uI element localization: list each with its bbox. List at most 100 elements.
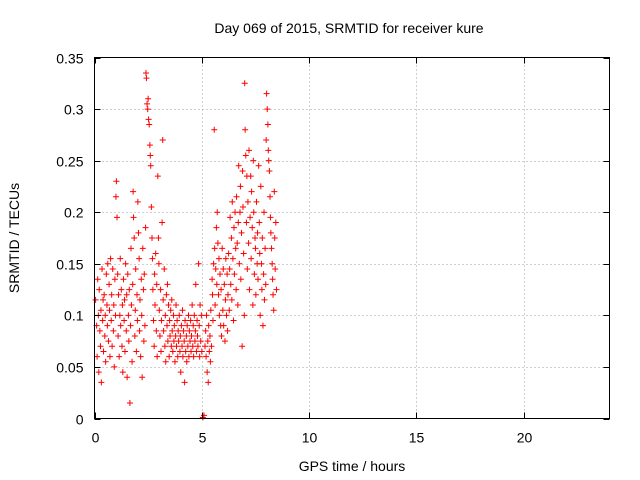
data-point	[209, 276, 216, 283]
data-point	[94, 276, 101, 283]
data-point	[190, 353, 197, 360]
chart-title: Day 069 of 2015, SRMTID for receiver kur…	[214, 20, 483, 36]
data-point	[220, 265, 227, 272]
data-point	[198, 348, 205, 355]
data-point	[149, 235, 156, 241]
data-point	[120, 276, 127, 283]
data-point	[119, 302, 126, 309]
data-point	[141, 271, 148, 278]
data-point	[206, 332, 213, 339]
data-point	[104, 322, 111, 329]
data-point	[258, 286, 265, 293]
data-point	[187, 317, 194, 324]
data-point	[160, 296, 167, 303]
grid	[94, 57, 610, 419]
data-point	[164, 322, 171, 329]
data-point	[272, 219, 279, 226]
plot-frame	[94, 57, 610, 419]
data-point	[181, 379, 188, 386]
data-point	[267, 229, 274, 236]
data-point	[123, 327, 130, 334]
data-point	[179, 307, 186, 314]
data-point	[105, 338, 112, 345]
data-point	[94, 353, 101, 360]
data-point	[269, 260, 276, 267]
data-point	[161, 265, 168, 272]
data-point	[135, 229, 142, 236]
data-point	[231, 271, 238, 278]
data-point	[234, 302, 241, 309]
data-point	[147, 152, 154, 159]
data-point	[248, 188, 255, 195]
data-point	[157, 286, 164, 293]
data-point	[195, 260, 202, 267]
y-tick-label: 0.1	[64, 308, 84, 324]
data-point	[218, 332, 225, 339]
data-point	[241, 80, 248, 87]
data-point	[261, 296, 268, 303]
data-point	[126, 400, 133, 407]
data-point	[167, 332, 174, 339]
data-point	[136, 327, 143, 334]
data-point	[124, 271, 131, 278]
data-point	[247, 214, 254, 221]
data-point	[101, 291, 108, 298]
x-axis-label: GPS time / hours	[299, 458, 406, 474]
data-point	[265, 157, 272, 164]
y-tick-label: 0.05	[56, 360, 83, 376]
data-point	[259, 322, 266, 329]
data-point	[271, 188, 278, 195]
data-point	[191, 338, 198, 345]
data-point	[194, 343, 201, 350]
data-point	[213, 281, 220, 288]
data-point	[249, 302, 256, 309]
data-point	[224, 327, 231, 334]
data-point	[132, 265, 139, 272]
data-point	[248, 255, 255, 262]
data-point	[263, 137, 270, 144]
data-point	[257, 183, 264, 190]
data-point	[123, 291, 130, 298]
data-point	[95, 369, 102, 376]
data-point	[227, 281, 234, 288]
data-point	[114, 214, 121, 221]
data-point	[236, 260, 243, 267]
data-point	[129, 358, 136, 365]
data-point	[165, 302, 172, 309]
data-point	[156, 332, 163, 339]
data-points	[92, 69, 280, 421]
data-point	[224, 291, 231, 298]
data-point	[134, 198, 141, 205]
y-tick-label: 0.35	[56, 51, 83, 67]
data-point	[180, 327, 187, 334]
data-point	[270, 307, 277, 314]
data-point	[137, 353, 144, 360]
data-point	[236, 209, 243, 216]
data-point	[247, 173, 254, 180]
data-point	[116, 312, 123, 319]
data-point	[96, 286, 103, 293]
x-tick-label: 5	[199, 430, 207, 446]
data-point	[196, 353, 203, 360]
y-axis-label: SRMTID / TECUs	[6, 183, 22, 293]
data-point	[181, 338, 188, 345]
data-point	[265, 147, 272, 154]
data-point	[128, 302, 135, 309]
data-point	[153, 327, 160, 334]
data-point	[173, 302, 180, 309]
data-point	[97, 307, 104, 314]
data-point	[252, 235, 259, 241]
data-point	[272, 265, 279, 272]
data-point	[102, 358, 109, 365]
data-point	[228, 296, 235, 303]
data-point	[166, 353, 173, 360]
data-point	[205, 379, 212, 386]
data-point	[103, 302, 110, 309]
data-point	[270, 291, 277, 298]
data-point	[130, 214, 137, 221]
data-point	[271, 235, 278, 241]
data-point	[209, 291, 216, 298]
data-point	[219, 245, 226, 252]
data-point	[228, 235, 235, 241]
data-point	[244, 265, 251, 272]
